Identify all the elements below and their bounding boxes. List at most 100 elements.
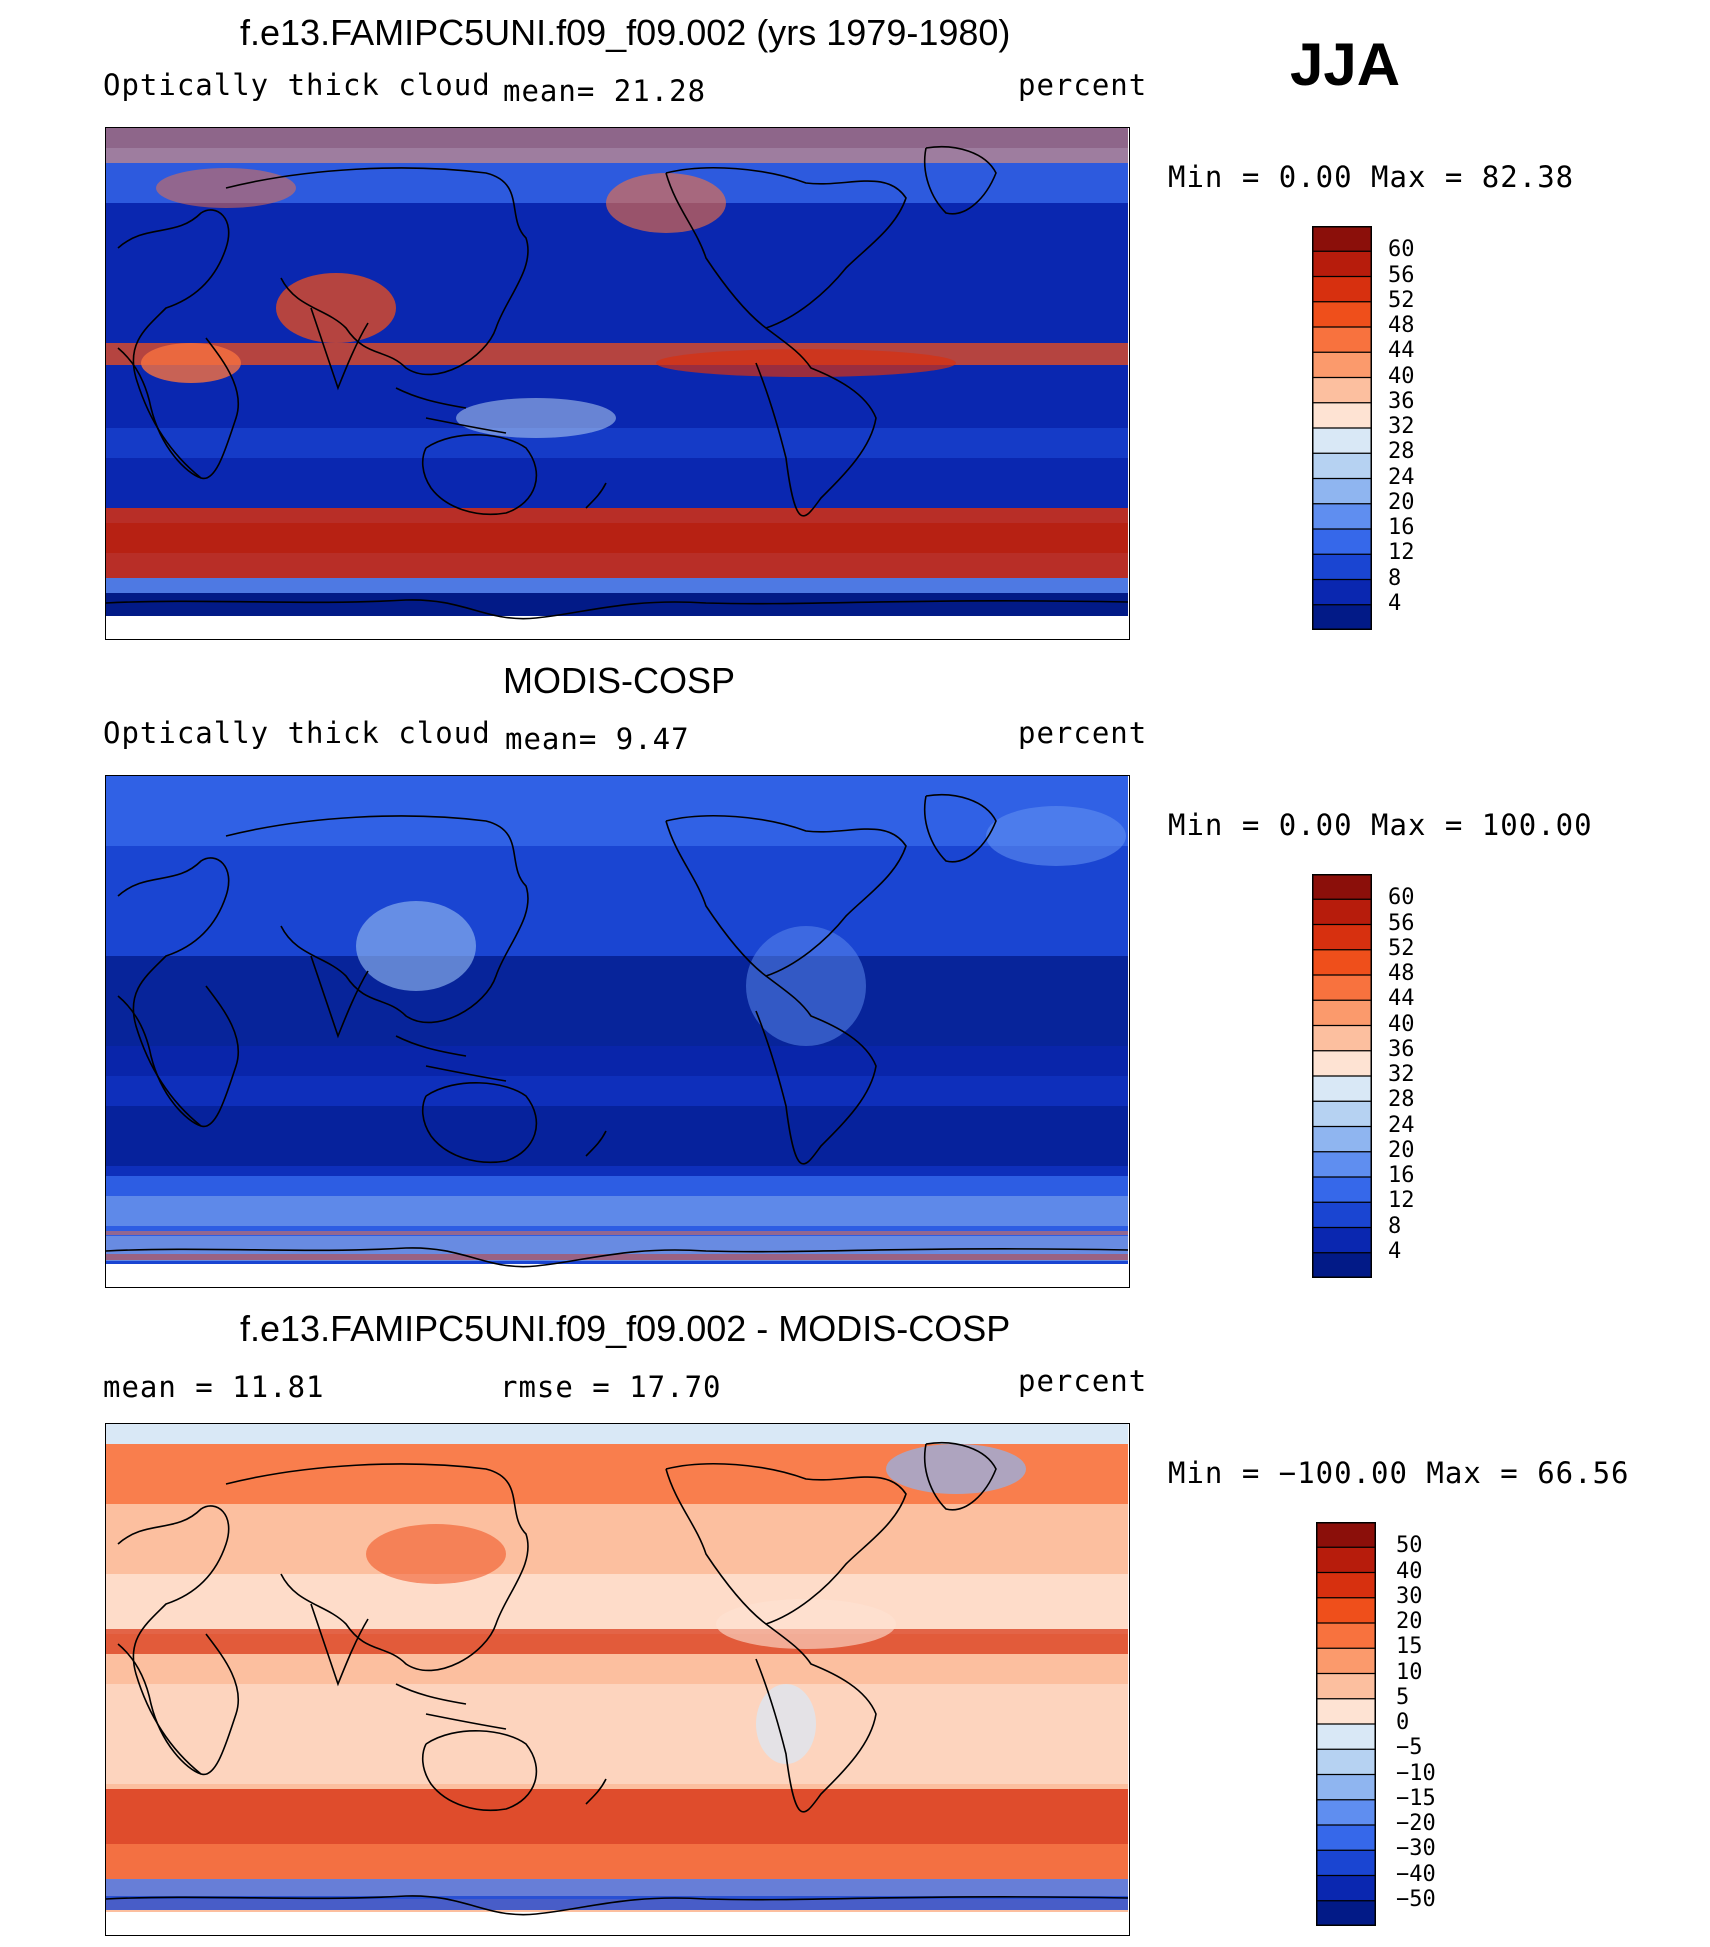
colorbar-swatch — [1316, 1648, 1376, 1674]
colorbar-swatch — [1312, 924, 1372, 951]
panel-3-colorbar — [1316, 1522, 1376, 1927]
colorbar-swatch — [1312, 301, 1372, 328]
colorbar-tick-label: 36 — [1388, 388, 1415, 414]
panel-1-minmax: Min = 0.00 Max = 82.38 — [1168, 160, 1575, 194]
colorbar-tick-label: 12 — [1388, 540, 1415, 566]
colorbar-swatch — [1312, 1177, 1372, 1203]
colorbar-tick-label: 20 — [1396, 1609, 1423, 1634]
colorbar-swatch — [1312, 428, 1372, 454]
panel-3-mean-label: mean = 11.81 — [103, 1370, 325, 1404]
colorbar-tick-label: 8 — [1388, 1213, 1402, 1239]
colorbar-swatch — [1316, 1724, 1376, 1750]
colorbar-swatches — [1312, 874, 1372, 1279]
colorbar-tick-label: 30 — [1396, 1583, 1423, 1609]
colorbar-swatch — [1316, 1825, 1376, 1851]
colorbar-swatch — [1316, 1900, 1376, 1927]
colorbar-swatch — [1312, 949, 1372, 976]
colorbar-swatch — [1312, 899, 1372, 925]
colorbar-swatch — [1312, 503, 1372, 530]
panel-2-colorbar-ticks: 60 56 52 48 44 40 36 32 28 24 20 16 12 8 4 — [1388, 874, 1448, 1278]
colorbar-swatch — [1312, 554, 1372, 580]
colorbar-swatch — [1316, 1698, 1376, 1725]
colorbar-swatch — [1316, 1572, 1376, 1599]
panel-2-colorbar — [1312, 874, 1372, 1279]
panel-1-colorbar-ticks: 60 56 52 48 44 40 36 32 28 24 20 16 12 8 4 — [1388, 226, 1448, 630]
colorbar-tick-label: 40 — [1388, 1011, 1415, 1037]
panel-2-units-label: percent — [1018, 716, 1148, 750]
colorbar-tick-label: 20 — [1388, 489, 1415, 515]
colorbar-swatch — [1316, 1673, 1376, 1700]
panel-3-map-field — [106, 1424, 1128, 1934]
panel-1-colorbar — [1312, 226, 1372, 631]
colorbar-swatch — [1312, 1000, 1372, 1026]
colorbar-tick-label: −15 — [1396, 1785, 1436, 1811]
panel-2-title: MODIS-COSP — [503, 660, 736, 701]
panel-1-units-label: percent — [1018, 68, 1148, 102]
colorbar-tick-label: 12 — [1388, 1188, 1415, 1214]
colorbar-tick-label: 4 — [1388, 1238, 1402, 1264]
panel-1-variable-label: Optically thick cloud — [103, 68, 491, 102]
panel-3-minmax: Min = −100.00 Max = 66.56 — [1168, 1456, 1630, 1490]
colorbar-tick-label: 28 — [1388, 1087, 1415, 1113]
season-label: JJA — [1290, 31, 1401, 98]
colorbar-swatch — [1312, 975, 1372, 1001]
colorbar-swatch — [1312, 1076, 1372, 1102]
panel-3-colorbar-ticks: 50 40 30 20 15 10 5 0 −5 −10 −15 −20 −30 −40 −50 — [1396, 1522, 1466, 1926]
colorbar-swatches — [1316, 1522, 1376, 1927]
colorbar-tick-label: 50 — [1396, 1533, 1423, 1559]
colorbar-swatch — [1316, 1522, 1376, 1548]
colorbar-swatch — [1312, 352, 1372, 378]
colorbar-swatch — [1312, 529, 1372, 555]
colorbar-tick-label: 48 — [1388, 961, 1415, 986]
panel-3-map — [105, 1423, 1130, 1936]
panel-1-mean-label: mean= 21.28 — [503, 74, 707, 108]
colorbar-tick-label: 16 — [1388, 515, 1415, 540]
panel-3-title: f.e13.FAMIPC5UNI.f09_f09.002 - MODIS-COS… — [240, 1308, 1011, 1349]
colorbar-swatch — [1312, 1151, 1372, 1178]
colorbar-tick-label: 5 — [1396, 1684, 1410, 1710]
colorbar-swatch — [1312, 579, 1372, 606]
colorbar-tick-label: 24 — [1388, 1112, 1415, 1138]
colorbar-swatch — [1316, 1799, 1376, 1826]
colorbar-swatch — [1312, 402, 1372, 429]
colorbar-tick-label: 24 — [1388, 464, 1415, 490]
colorbar-swatch — [1312, 453, 1372, 479]
colorbar-tick-label: 32 — [1388, 414, 1415, 439]
colorbar-swatch — [1312, 327, 1372, 353]
colorbar-swatch — [1312, 604, 1372, 631]
colorbar-tick-label: 15 — [1396, 1634, 1423, 1660]
colorbar-tick-label: 48 — [1388, 313, 1415, 338]
colorbar-swatch — [1312, 377, 1372, 404]
colorbar-tick-label: 60 — [1388, 885, 1415, 911]
colorbar-tick-label: −50 — [1396, 1886, 1436, 1912]
colorbar-swatch — [1312, 1050, 1372, 1077]
colorbar-swatch — [1312, 1101, 1372, 1127]
colorbar-swatch — [1316, 1597, 1376, 1624]
colorbar-tick-label: 20 — [1388, 1137, 1415, 1163]
colorbar-swatch — [1312, 1252, 1372, 1279]
colorbar-tick-label: 56 — [1388, 910, 1415, 936]
panel-1-map — [105, 127, 1130, 640]
colorbar-swatch — [1316, 1875, 1376, 1902]
colorbar-tick-label: 8 — [1388, 565, 1402, 591]
colorbar-tick-label: 56 — [1388, 262, 1415, 288]
colorbar-tick-label: 44 — [1388, 338, 1415, 364]
panel-3-rmse-label: rmse = 17.70 — [500, 1370, 722, 1404]
panel-2-mean-label: mean= 9.47 — [505, 722, 690, 756]
colorbar-swatch — [1312, 1126, 1372, 1153]
colorbar-tick-label: −10 — [1396, 1760, 1436, 1786]
colorbar-tick-label: 52 — [1388, 287, 1415, 313]
panel-2-minmax: Min = 0.00 Max = 100.00 — [1168, 808, 1593, 842]
colorbar-tick-label: 16 — [1388, 1163, 1415, 1188]
colorbar-tick-label: −30 — [1396, 1836, 1436, 1862]
colorbar-swatch — [1312, 1025, 1372, 1052]
panel-2-variable-label: Optically thick cloud — [103, 716, 491, 750]
colorbar-tick-label: 0 — [1396, 1710, 1410, 1735]
colorbar-swatch — [1316, 1547, 1376, 1573]
colorbar-swatch — [1316, 1623, 1376, 1649]
colorbar-tick-label: 4 — [1388, 590, 1402, 616]
colorbar-swatch — [1312, 251, 1372, 277]
colorbar-tick-label: 44 — [1388, 986, 1415, 1012]
colorbar-swatch — [1312, 276, 1372, 303]
colorbar-swatches — [1312, 226, 1372, 631]
